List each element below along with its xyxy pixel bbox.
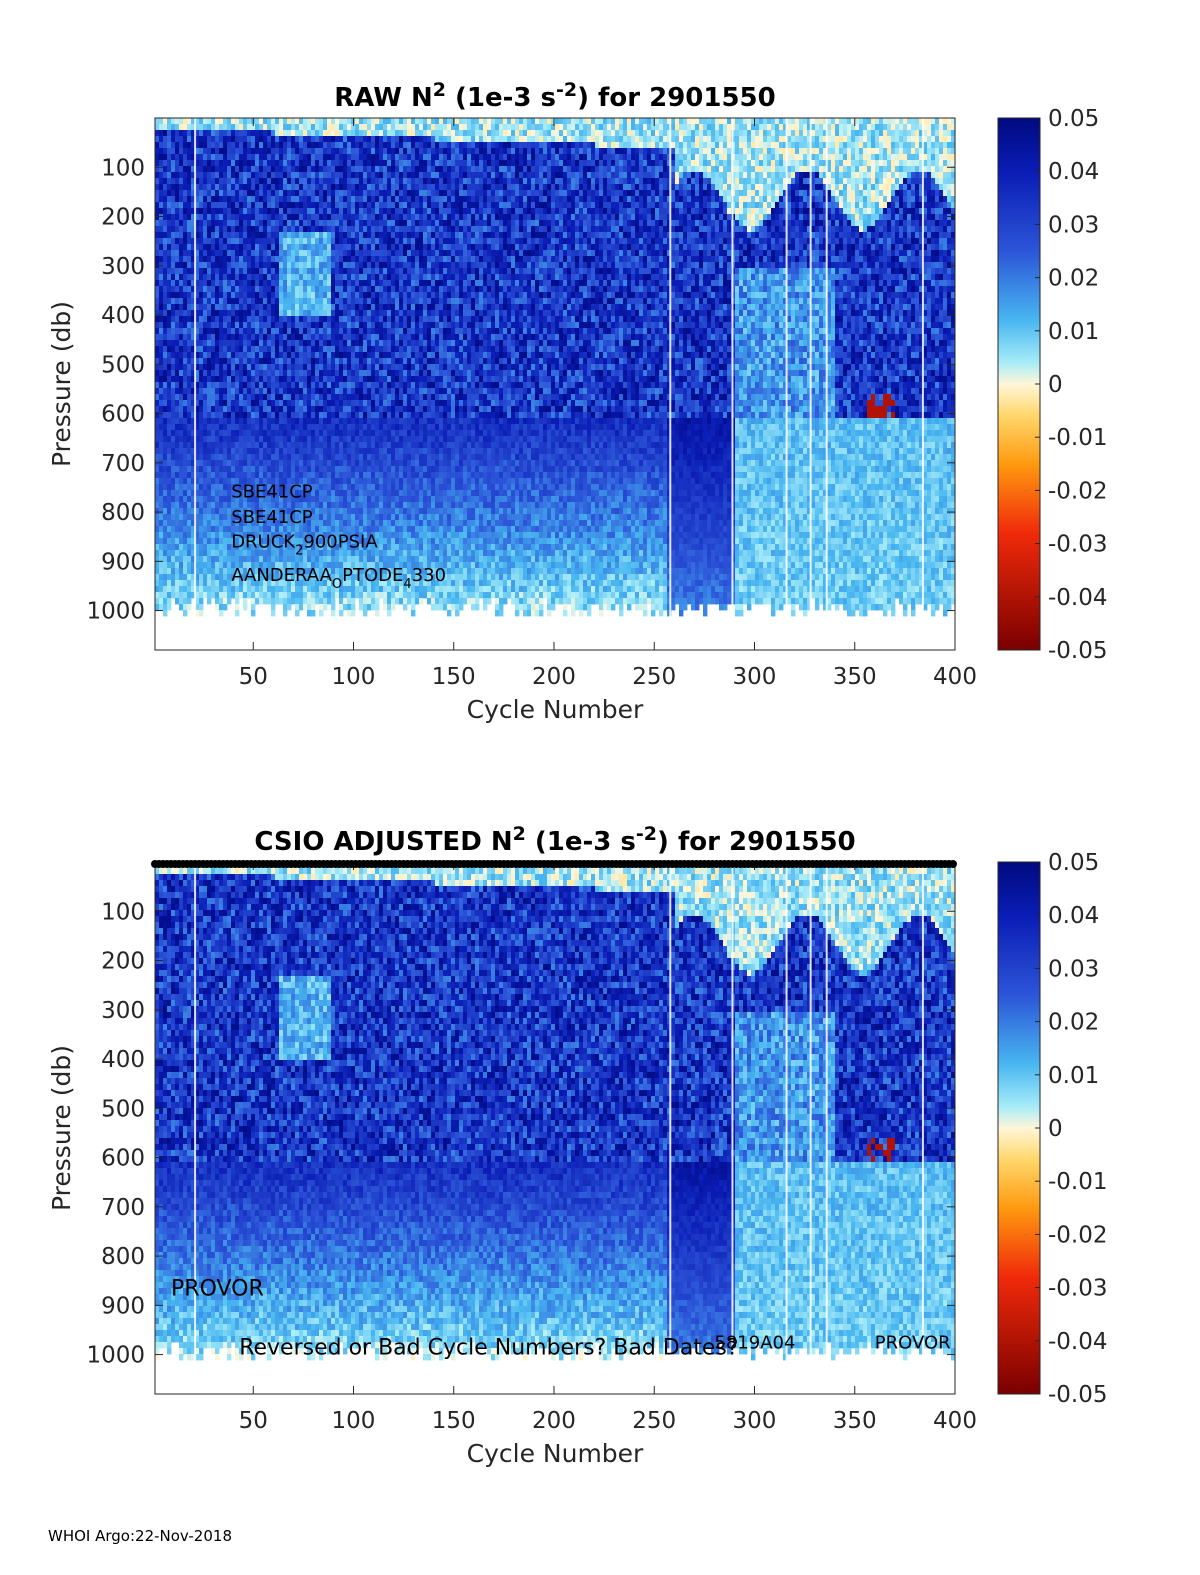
data-gap-3 [731,118,733,650]
data-gap-6 [826,118,828,650]
colorbar-tick-label: 0 [1048,1116,1063,1142]
data-gap-6 [826,862,828,1394]
colorbar-tick-label: -0.02 [1048,1222,1108,1248]
y-axis-label: Pressure (db) [47,1045,76,1211]
x-tick-label: 250 [632,1408,676,1434]
colorbar-tick-label: 0.03 [1048,956,1099,982]
colorbar-tick-label: -0.01 [1048,425,1108,451]
colorbar-tick-label: 0.05 [1048,850,1099,876]
x-tick-label: 150 [432,664,476,690]
y-tick-label: 1000 [86,1343,145,1369]
y-tick-label: 700 [101,451,145,477]
y-tick-label: 200 [101,205,145,231]
annotation-3: 5819A04 [714,1333,795,1354]
x-tick-label: 400 [933,664,977,690]
colorbar-tick-label: 0.05 [1048,106,1099,132]
heatmap-field [155,862,955,1360]
y-tick-label: 500 [101,352,145,378]
colorbar-tick-label: -0.01 [1048,1169,1108,1195]
colorbar-tick-label: 0.01 [1048,319,1099,345]
y-tick-label: 700 [101,1195,145,1221]
colorbar-tick-label: 0.02 [1048,266,1099,292]
colorbar-tick-label: 0.04 [1048,903,1099,929]
annotation-4: PROVOR [875,1333,951,1354]
x-tick-label: 300 [733,1408,777,1434]
data-gap-1 [194,118,196,650]
colorbar-tick-label: -0.05 [1048,1382,1108,1408]
x-tick-label: 200 [532,664,576,690]
colorbar-tick-label: -0.03 [1048,1276,1108,1302]
y-tick-label: 300 [101,998,145,1024]
colorbar-tick-label: 0.03 [1048,212,1099,238]
y-tick-label: 100 [101,155,145,181]
x-tick-label: 350 [833,1408,877,1434]
y-tick-label: 800 [101,500,145,526]
x-tick-label: 150 [432,1408,476,1434]
y-axis-label: Pressure (db) [47,301,76,467]
y-tick-label: 600 [101,402,145,428]
data-gap-1 [194,862,196,1394]
colorbar-tick-label: -0.03 [1048,532,1108,558]
colorbar [998,862,1040,1394]
y-tick-label: 900 [101,1293,145,1319]
data-gap-3 [731,862,733,1394]
data-gap-7 [922,118,924,650]
colorbar-tick-label: 0 [1048,372,1063,398]
annotation-2: Reversed or Bad Cycle Numbers? Bad Dates… [239,1336,738,1361]
data-gap-2 [669,118,671,650]
colorbar-tick-label: 0.04 [1048,159,1099,185]
colorbar-tick-label: -0.02 [1048,478,1108,504]
colorbar-tick-label: -0.04 [1048,1329,1108,1355]
x-tick-label: 50 [239,664,268,690]
chart-panel-1: RAW N2 (1e-3 s-2) for 2901550 50 100 150 200… [47,79,1108,724]
y-tick-label: 300 [101,254,145,280]
chart-title: RAW N2 (1e-3 s-2) for 2901550 [334,79,776,113]
y-tick-label: 400 [101,303,145,329]
footer-text: WHOI Argo:22-Nov-2018 [48,1527,232,1545]
y-tick-label: 100 [101,899,145,925]
y-tick-label: 600 [101,1146,145,1172]
x-tick-label: 50 [239,1408,268,1434]
colorbar-tick-label: -0.05 [1048,638,1108,664]
annotation-2: SBE41CP [231,507,313,528]
x-tick-label: 250 [632,664,676,690]
cycle-marker-row [151,860,957,868]
data-gap-4 [786,862,788,1394]
x-tick-label: 100 [332,664,376,690]
annotation-1: SBE41CP [231,481,313,502]
y-tick-label: 200 [101,949,145,975]
y-tick-label: 900 [101,549,145,575]
x-tick-label: 400 [933,1408,977,1434]
colorbar [998,118,1040,650]
chart-title: CSIO ADJUSTED N2 (1e-3 s-2) for 2901550 [254,823,855,857]
colorbar-tick-label: 0.01 [1048,1063,1099,1089]
x-tick-label: 300 [733,664,777,690]
y-tick-label: 500 [101,1096,145,1122]
x-tick-label: 200 [532,1408,576,1434]
colorbar-tick-label: 0.02 [1048,1010,1099,1036]
data-gap-2 [669,862,671,1394]
data-gap-4 [786,118,788,650]
x-axis-label: Cycle Number [467,695,644,724]
data-gap-5 [810,862,812,1394]
x-tick-label: 100 [332,1408,376,1434]
x-tick-label: 350 [833,664,877,690]
y-tick-label: 800 [101,1244,145,1270]
data-gap-7 [922,862,924,1394]
x-axis-label: Cycle Number [467,1439,644,1468]
y-tick-label: 1000 [86,599,145,625]
chart-panel-2: CSIO ADJUSTED N2 (1e-3 s-2) for 2901550 5… [47,823,1108,1468]
annotation-1: PROVOR [171,1276,264,1301]
colorbar-tick-label: -0.04 [1048,585,1108,611]
y-tick-label: 400 [101,1047,145,1073]
data-gap-5 [810,118,812,650]
